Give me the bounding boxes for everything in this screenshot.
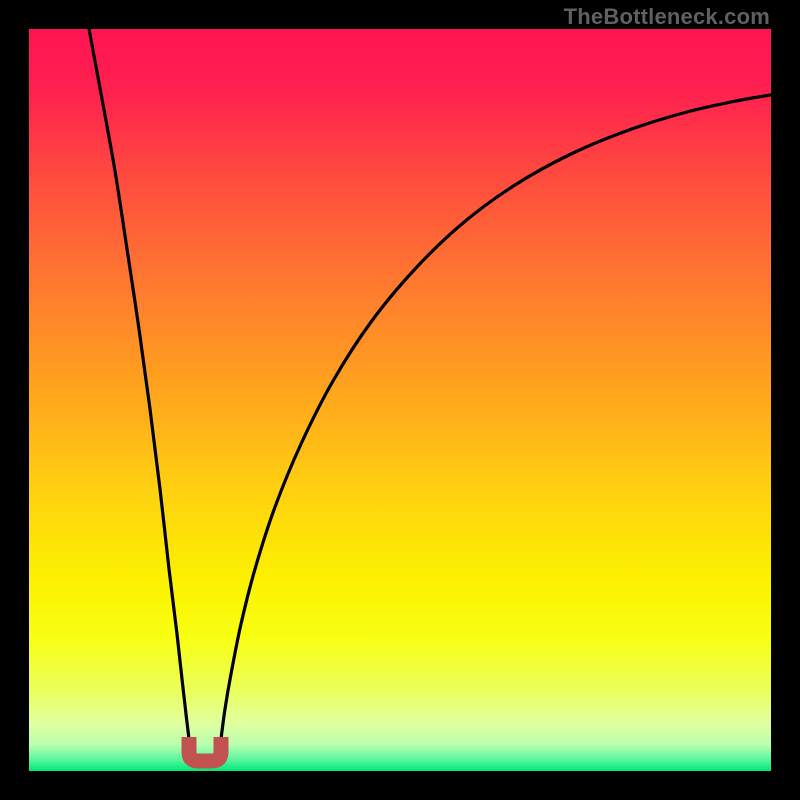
chart-svg bbox=[29, 29, 771, 771]
gradient-background bbox=[29, 29, 771, 771]
watermark-text: TheBottleneck.com bbox=[564, 4, 770, 30]
plot-area bbox=[29, 29, 771, 771]
chart-frame: TheBottleneck.com bbox=[0, 0, 800, 800]
